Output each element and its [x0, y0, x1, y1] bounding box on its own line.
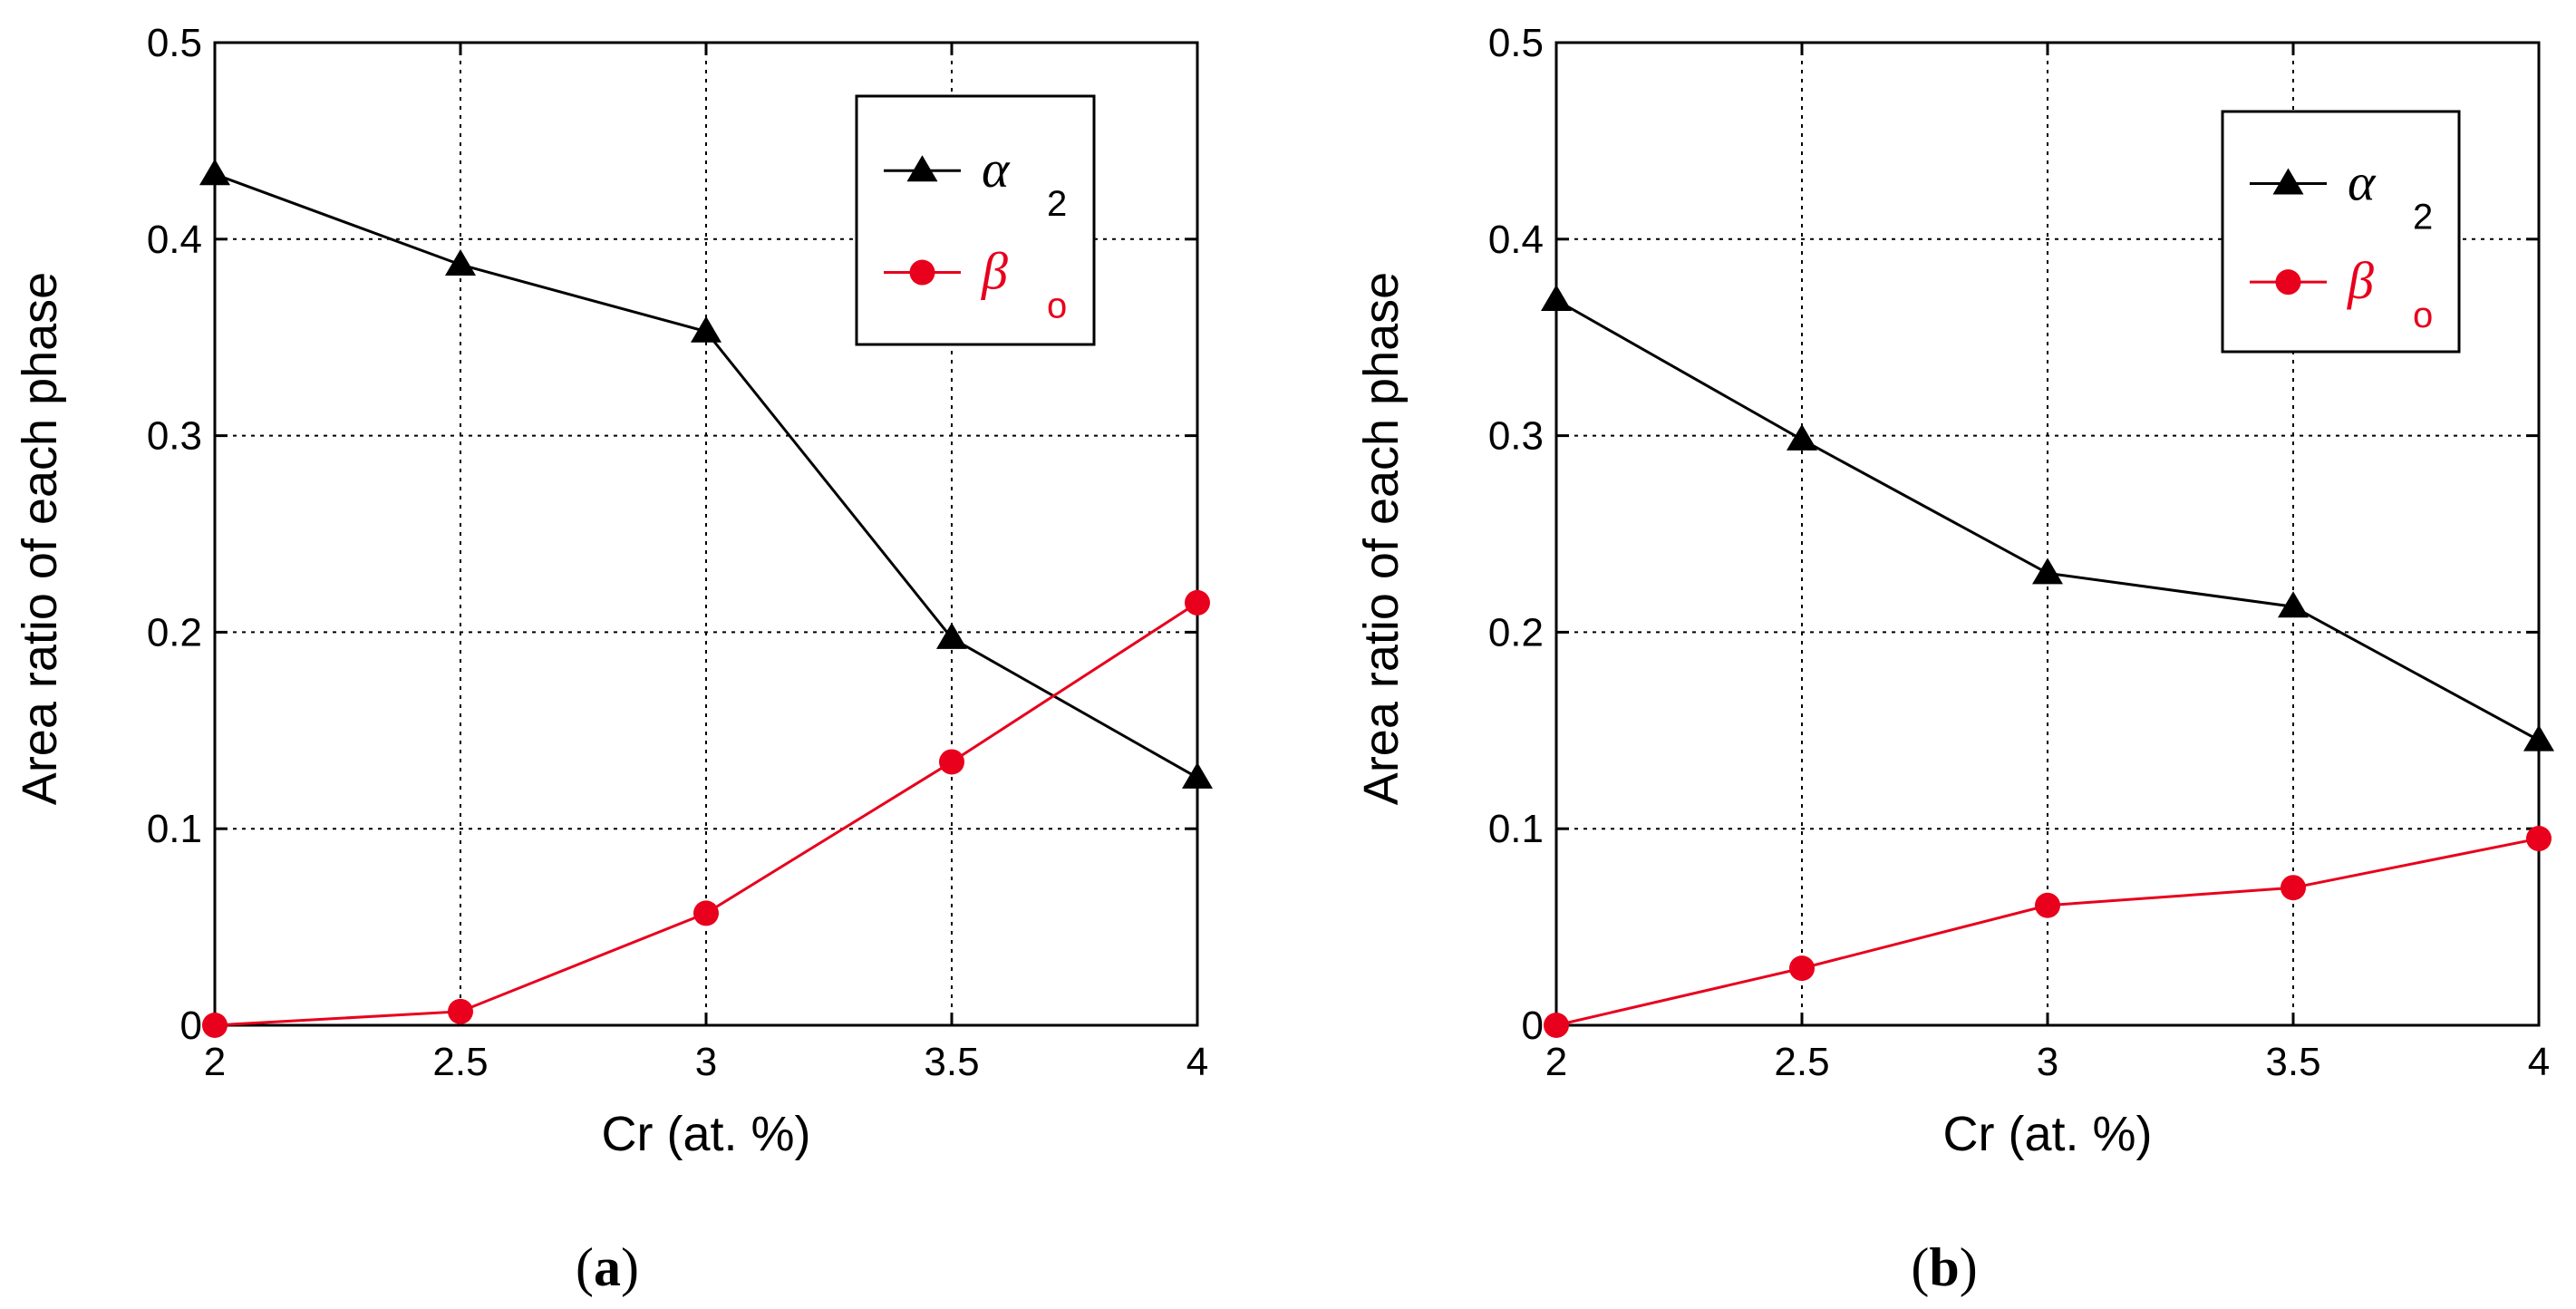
- legend-marker-circle: [909, 259, 935, 286]
- data-point-triangle: [2523, 724, 2554, 751]
- x-tick-label: 3.5: [924, 1040, 979, 1084]
- panel-label-paren: (: [1911, 1237, 1929, 1297]
- data-point-triangle: [936, 622, 967, 649]
- data-point-circle: [202, 1013, 228, 1038]
- y-axis-label: Area ratio of each phase: [13, 272, 67, 805]
- data-point-triangle: [2032, 558, 2063, 585]
- series-alpha2: [1541, 285, 2554, 751]
- legend-box: [2221, 110, 2461, 354]
- legend-marker-triangle: [2272, 168, 2304, 195]
- legend-symbol: β: [981, 242, 1008, 301]
- panel-label-paren: ): [621, 1237, 639, 1297]
- data-point-circle: [939, 749, 964, 775]
- data-point-triangle: [1541, 285, 1572, 312]
- panel-label: (b): [1911, 1237, 1977, 1297]
- x-axis-label: Cr (at. %): [1942, 1107, 2152, 1161]
- x-tick-label: 2: [1545, 1040, 1567, 1084]
- data-point-triangle: [2278, 591, 2309, 618]
- data-point-triangle: [1182, 761, 1213, 789]
- data-point-circle: [2526, 826, 2552, 852]
- x-tick-label: 4: [2528, 1040, 2550, 1084]
- y-tick-label: 0: [1522, 1004, 1544, 1048]
- legend-subscript: 2: [2413, 198, 2433, 238]
- series-beta-o: [1544, 826, 2552, 1038]
- chart-panel-a: 2 2.5 3 3.5 4 0 0.1 0.2 0.3 0.4 0.5 Cr (at. %) Area …: [13, 21, 1213, 1297]
- panel-label: (a): [576, 1237, 639, 1297]
- y-tick-label: 0.1: [147, 807, 202, 851]
- data-point-circle: [1789, 955, 1815, 982]
- x-tick-label: 3.5: [2265, 1040, 2320, 1084]
- legend-box: [855, 94, 1096, 346]
- x-tick-label: 3: [695, 1040, 717, 1084]
- data-point-circle: [448, 998, 473, 1024]
- y-tick-label: 0.4: [1488, 218, 1544, 262]
- x-tick-label: 2.5: [1774, 1040, 1829, 1084]
- data-point-triangle: [691, 315, 721, 343]
- data-point-circle: [1544, 1013, 1569, 1038]
- data-point-triangle: [1787, 423, 1817, 451]
- y-tick-label: 0.1: [1488, 807, 1544, 851]
- x-tick-label: 2.5: [432, 1040, 488, 1084]
- panel-label-letter: b: [1929, 1237, 1959, 1297]
- x-axis-label: Cr (at. %): [601, 1107, 810, 1161]
- y-tick-label: 0.3: [147, 414, 202, 459]
- legend-marker-circle: [2275, 269, 2301, 296]
- y-tick-label: 0.2: [1488, 610, 1544, 654]
- panel-label-paren: (: [576, 1237, 594, 1297]
- panel-label-paren: ): [1960, 1237, 1978, 1297]
- legend-marker-triangle: [906, 155, 938, 182]
- y-tick-label: 0.3: [1488, 414, 1544, 459]
- legend-symbol: α: [982, 140, 1011, 199]
- legend-symbol: α: [2348, 153, 2377, 212]
- y-tick-label: 0.5: [147, 21, 202, 65]
- x-tick-label: 4: [1186, 1040, 1208, 1084]
- x-tick-label: 3: [2037, 1040, 2058, 1084]
- series-beta-o: [202, 589, 1210, 1038]
- y-tick-label: 0.4: [147, 218, 202, 262]
- y-axis-label: Area ratio of each phase: [1354, 272, 1409, 805]
- x-tick-label: 2: [204, 1040, 226, 1084]
- data-point-circle: [1185, 589, 1210, 616]
- chart-panel-b: 2 2.5 3 3.5 4 0 0.1 0.2 0.3 0.4 0.5 Cr (at. %) Area …: [1354, 21, 2554, 1297]
- legend-symbol: β: [2347, 251, 2374, 310]
- series-line: [1555, 298, 2540, 742]
- y-tick-label: 0.5: [1488, 21, 1544, 65]
- legend-subscript: o: [1047, 286, 1067, 326]
- legend-subscript: o: [2413, 296, 2433, 335]
- legend-subscript: 2: [1047, 184, 1067, 224]
- data-point-triangle: [199, 159, 230, 186]
- series-alpha2: [199, 159, 1213, 789]
- data-point-circle: [2281, 875, 2306, 901]
- data-point-circle: [693, 900, 719, 926]
- y-tick-label: 0: [180, 1004, 202, 1048]
- data-point-triangle: [445, 248, 476, 276]
- data-point-circle: [2035, 892, 2060, 918]
- y-tick-label: 0.2: [147, 610, 202, 654]
- panel-label-letter: a: [594, 1237, 621, 1297]
